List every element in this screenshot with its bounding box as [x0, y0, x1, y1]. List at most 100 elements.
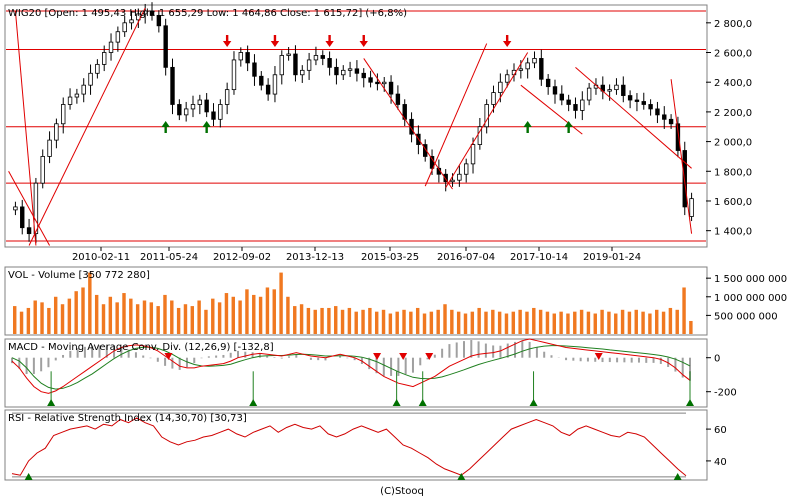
- price-panel-title: WIG20 [Open: 1 495,43 High: 1 655,29 Low…: [8, 8, 407, 19]
- candle-body-4: [40, 156, 45, 184]
- volume-bar-77: [538, 309, 543, 334]
- volume-bar-4: [40, 302, 44, 334]
- rsi-y-tick-1: 40: [714, 457, 727, 468]
- sell-arrow-2: [325, 35, 334, 47]
- trend-line-2: [28, 7, 146, 246]
- price-y-tick-1: 2 600,0: [714, 49, 752, 60]
- trend-line-3: [363, 58, 453, 190]
- price-panel-frame: [4, 4, 708, 248]
- volume-bar-74: [518, 309, 522, 334]
- candle-body-12: [95, 63, 100, 74]
- volume-panel-title: VOL - Volume [350 772 280]: [8, 270, 150, 281]
- candle-body-50: [354, 68, 360, 74]
- volume-bar-60: [422, 313, 427, 334]
- candle-body-70: [491, 92, 496, 105]
- volume-bar-70: [491, 309, 495, 334]
- volume-bar-16: [122, 293, 126, 334]
- volume-bar-46: [327, 307, 331, 334]
- price-y-tick-6: 1 600,0: [714, 197, 752, 208]
- candle-body-25: [183, 108, 189, 116]
- buy-arrow-1: [202, 121, 211, 133]
- volume-bar-25: [183, 304, 188, 334]
- volume-bar-81: [566, 313, 570, 334]
- candle-body-10: [81, 84, 86, 95]
- volume-bar-10: [81, 287, 85, 334]
- volume-bar-85: [593, 313, 597, 334]
- volume-bar-36: [258, 296, 263, 334]
- volume-bar-43: [306, 307, 311, 334]
- candle-body-67: [470, 144, 476, 165]
- volume-bar-38: [272, 289, 276, 334]
- candle-body-56: [395, 93, 401, 105]
- price-y-tick-5: 1 800,0: [714, 167, 752, 178]
- volume-bar-17: [129, 298, 133, 334]
- candle-body-93: [648, 104, 653, 110]
- candle-body-27: [197, 99, 203, 105]
- volume-bar-0: [13, 306, 17, 334]
- candle-body-55: [388, 81, 394, 95]
- candle-body-69: [484, 104, 489, 128]
- candle-body-71: [498, 81, 503, 93]
- candle-body-66: [463, 163, 469, 175]
- volume-bar-58: [409, 311, 413, 334]
- candle-body-23: [170, 66, 175, 105]
- candle-body-64: [450, 179, 455, 183]
- volume-bar-78: [545, 311, 550, 334]
- candle-body-82: [573, 104, 578, 111]
- price-x-tick-4: 2015-03-25: [361, 252, 419, 263]
- candle-body-47: [334, 66, 339, 76]
- macd-signal-line: [11, 345, 691, 390]
- volume-bar-15: [115, 302, 119, 334]
- volume-bar-9: [74, 291, 78, 334]
- candle-body-46: [327, 58, 332, 68]
- rsi-panel-frame: [4, 409, 708, 481]
- candle-body-96: [668, 118, 674, 125]
- candle-body-65: [457, 173, 462, 181]
- candle-body-18: [136, 13, 141, 21]
- volume-bar-1: [19, 311, 24, 334]
- candle-body-37: [265, 84, 271, 95]
- candle-body-74: [518, 68, 524, 71]
- candle-body-14: [108, 41, 114, 53]
- macd-y-tick-0: 0: [714, 354, 720, 365]
- volume-bar-37: [265, 287, 270, 334]
- volume-bar-27: [197, 300, 201, 334]
- volume-bar-67: [470, 311, 475, 334]
- price-y-tick-2: 2 400,0: [714, 78, 752, 89]
- candle-body-43: [306, 59, 312, 71]
- macd-line: [11, 338, 691, 394]
- volume-bar-56: [395, 311, 399, 334]
- volume-bar-28: [204, 309, 208, 334]
- volume-bar-54: [381, 309, 386, 334]
- volume-bar-20: [149, 302, 154, 334]
- candle-body-8: [67, 96, 73, 105]
- candle-body-29: [211, 111, 216, 120]
- candle-body-48: [341, 69, 346, 76]
- candle-body-0: [13, 206, 18, 211]
- volume-bar-63: [443, 304, 447, 334]
- price-chart: 2 800,0 2 600,0 2 400,0 2 200,0 2 000,0 1 800…: [6, 2, 752, 263]
- price-x-tick-1: 2011-05-24: [140, 252, 198, 263]
- candle-body-28: [204, 99, 209, 113]
- volume-bar-31: [224, 293, 229, 334]
- volume-bar-68: [477, 307, 481, 334]
- macd-y-tick-1: -200: [714, 388, 737, 399]
- candle-body-51: [361, 72, 366, 79]
- candle-body-30: [218, 104, 223, 120]
- volume-bar-51: [361, 309, 365, 334]
- candle-body-52: [368, 77, 373, 83]
- macd-panel-title: MACD - Moving Average Conv. Div. (12,26,…: [8, 342, 274, 353]
- rsi-buy-marker-1: [457, 473, 466, 480]
- price-x-tick-2: 2012-09-02: [213, 252, 271, 263]
- price-y-tick-7: 1 400,0: [714, 227, 752, 238]
- candle-body-39: [279, 55, 284, 76]
- volume-bar-19: [142, 300, 147, 334]
- trend-line-8: [670, 79, 693, 234]
- volume-bar-82: [573, 311, 577, 334]
- candle-body-13: [102, 52, 107, 65]
- candle-body-49: [347, 68, 353, 71]
- candle-body-11: [88, 72, 93, 86]
- volume-bar-49: [347, 307, 352, 334]
- candle-body-84: [586, 87, 592, 101]
- buy-arrow-0: [161, 121, 170, 133]
